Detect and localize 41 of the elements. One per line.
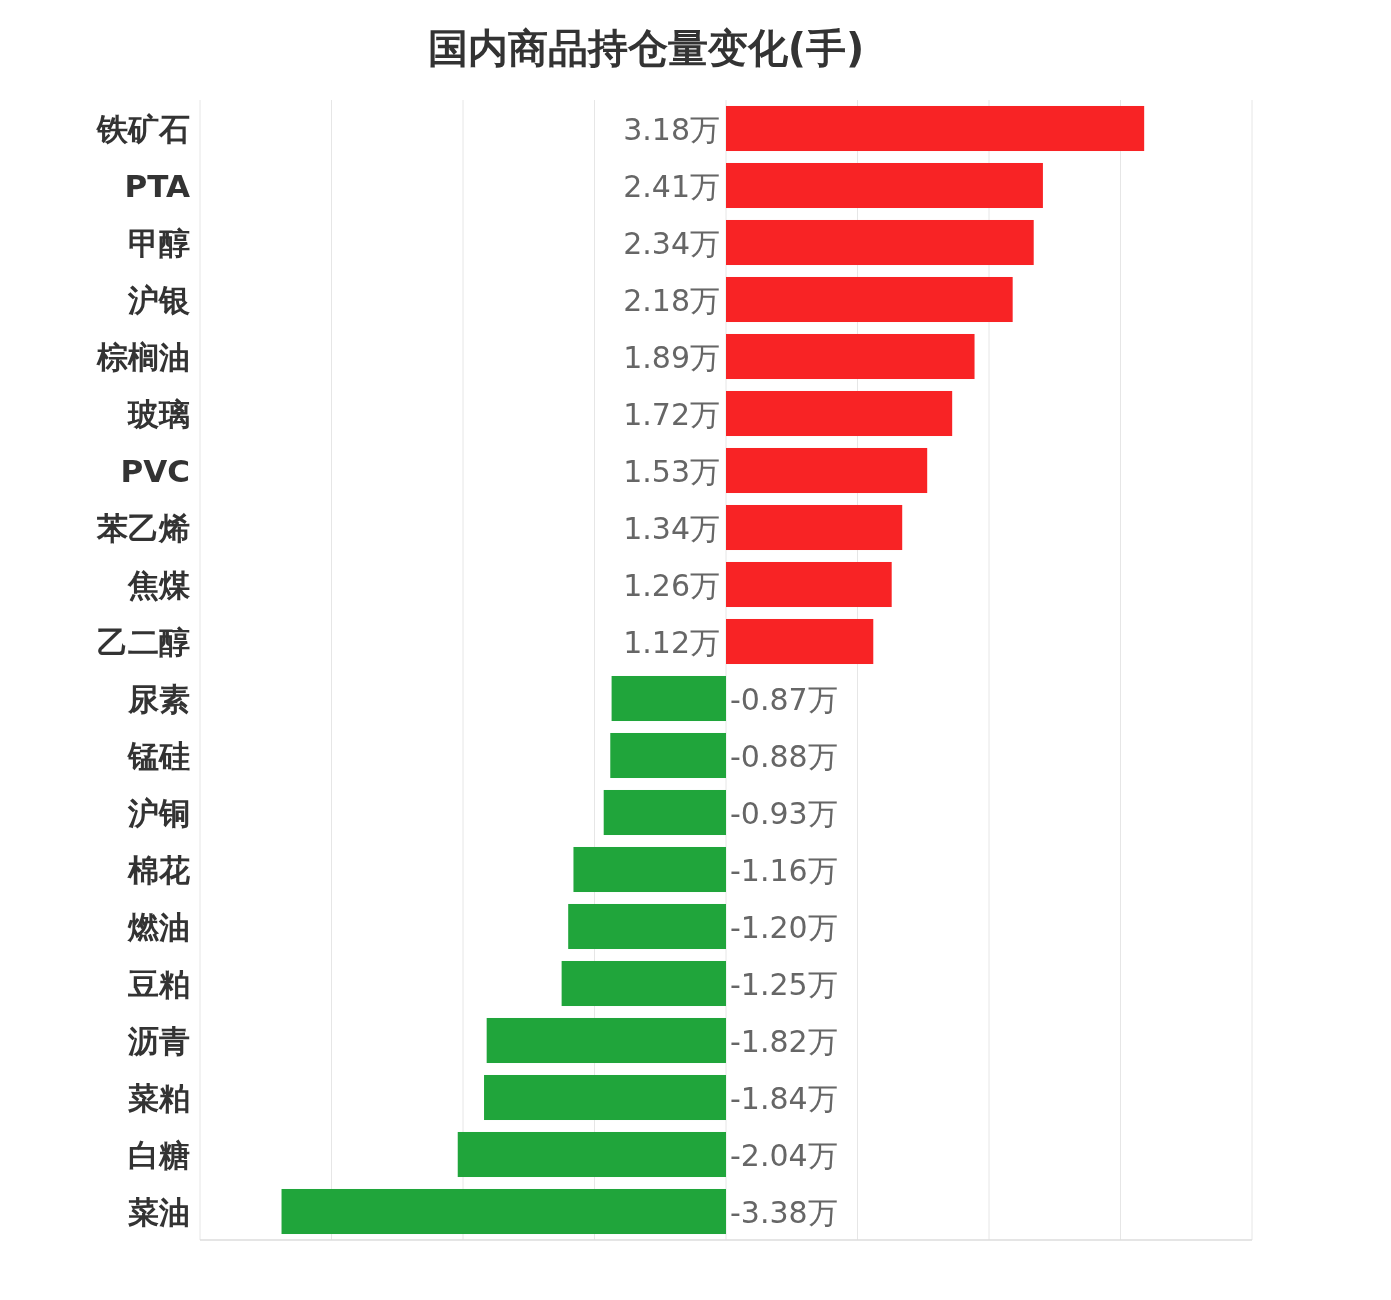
category-label: 玻璃 [128,395,190,432]
category-label: 豆粕 [128,965,190,1002]
category-label: 棉花 [128,851,190,888]
value-label: -1.82万 [730,1023,838,1059]
value-label: 2.18万 [623,282,720,318]
category-label: 燃油 [128,908,190,945]
category-label: 白糖 [128,1136,190,1173]
category-label: 甲醇 [128,224,190,261]
value-label: -1.25万 [730,966,838,1002]
category-label: PTA [124,167,190,204]
value-label: -1.20万 [730,909,838,945]
category-label: 锰硅 [128,737,190,774]
category-label: 尿素 [128,680,190,717]
category-label: 沪铜 [128,794,190,831]
category-label: 沥青 [128,1022,190,1059]
value-label: 1.12万 [623,624,720,660]
value-label: 1.89万 [623,339,720,375]
value-label: -1.16万 [730,852,838,888]
value-label: 1.53万 [623,453,720,489]
category-label: 乙二醇 [97,623,190,660]
category-label: 菜油 [128,1193,190,1230]
value-label: 2.41万 [623,168,720,204]
category-label: 焦煤 [128,566,190,603]
value-label: 1.34万 [623,510,720,546]
category-label: 沪银 [128,281,190,318]
value-label: -2.04万 [730,1137,838,1173]
category-label: 铁矿石 [97,110,190,147]
category-label: 棕榈油 [97,338,190,375]
value-label: 3.18万 [623,111,720,147]
value-label: -1.84万 [730,1080,838,1116]
title: 国内商品持仓量变化(手) [427,25,865,71]
value-label: 1.26万 [623,567,720,603]
value-label: -0.87万 [730,681,838,717]
value-label: 1.72万 [623,396,720,432]
value-label: -0.88万 [730,738,838,774]
category-label: 苯乙烯 [97,509,190,546]
value-label: -3.38万 [730,1194,838,1230]
category-label: 菜粕 [128,1079,190,1116]
category-label: PVC [120,452,190,489]
value-label: -0.93万 [730,795,838,831]
value-label: 2.34万 [623,225,720,261]
